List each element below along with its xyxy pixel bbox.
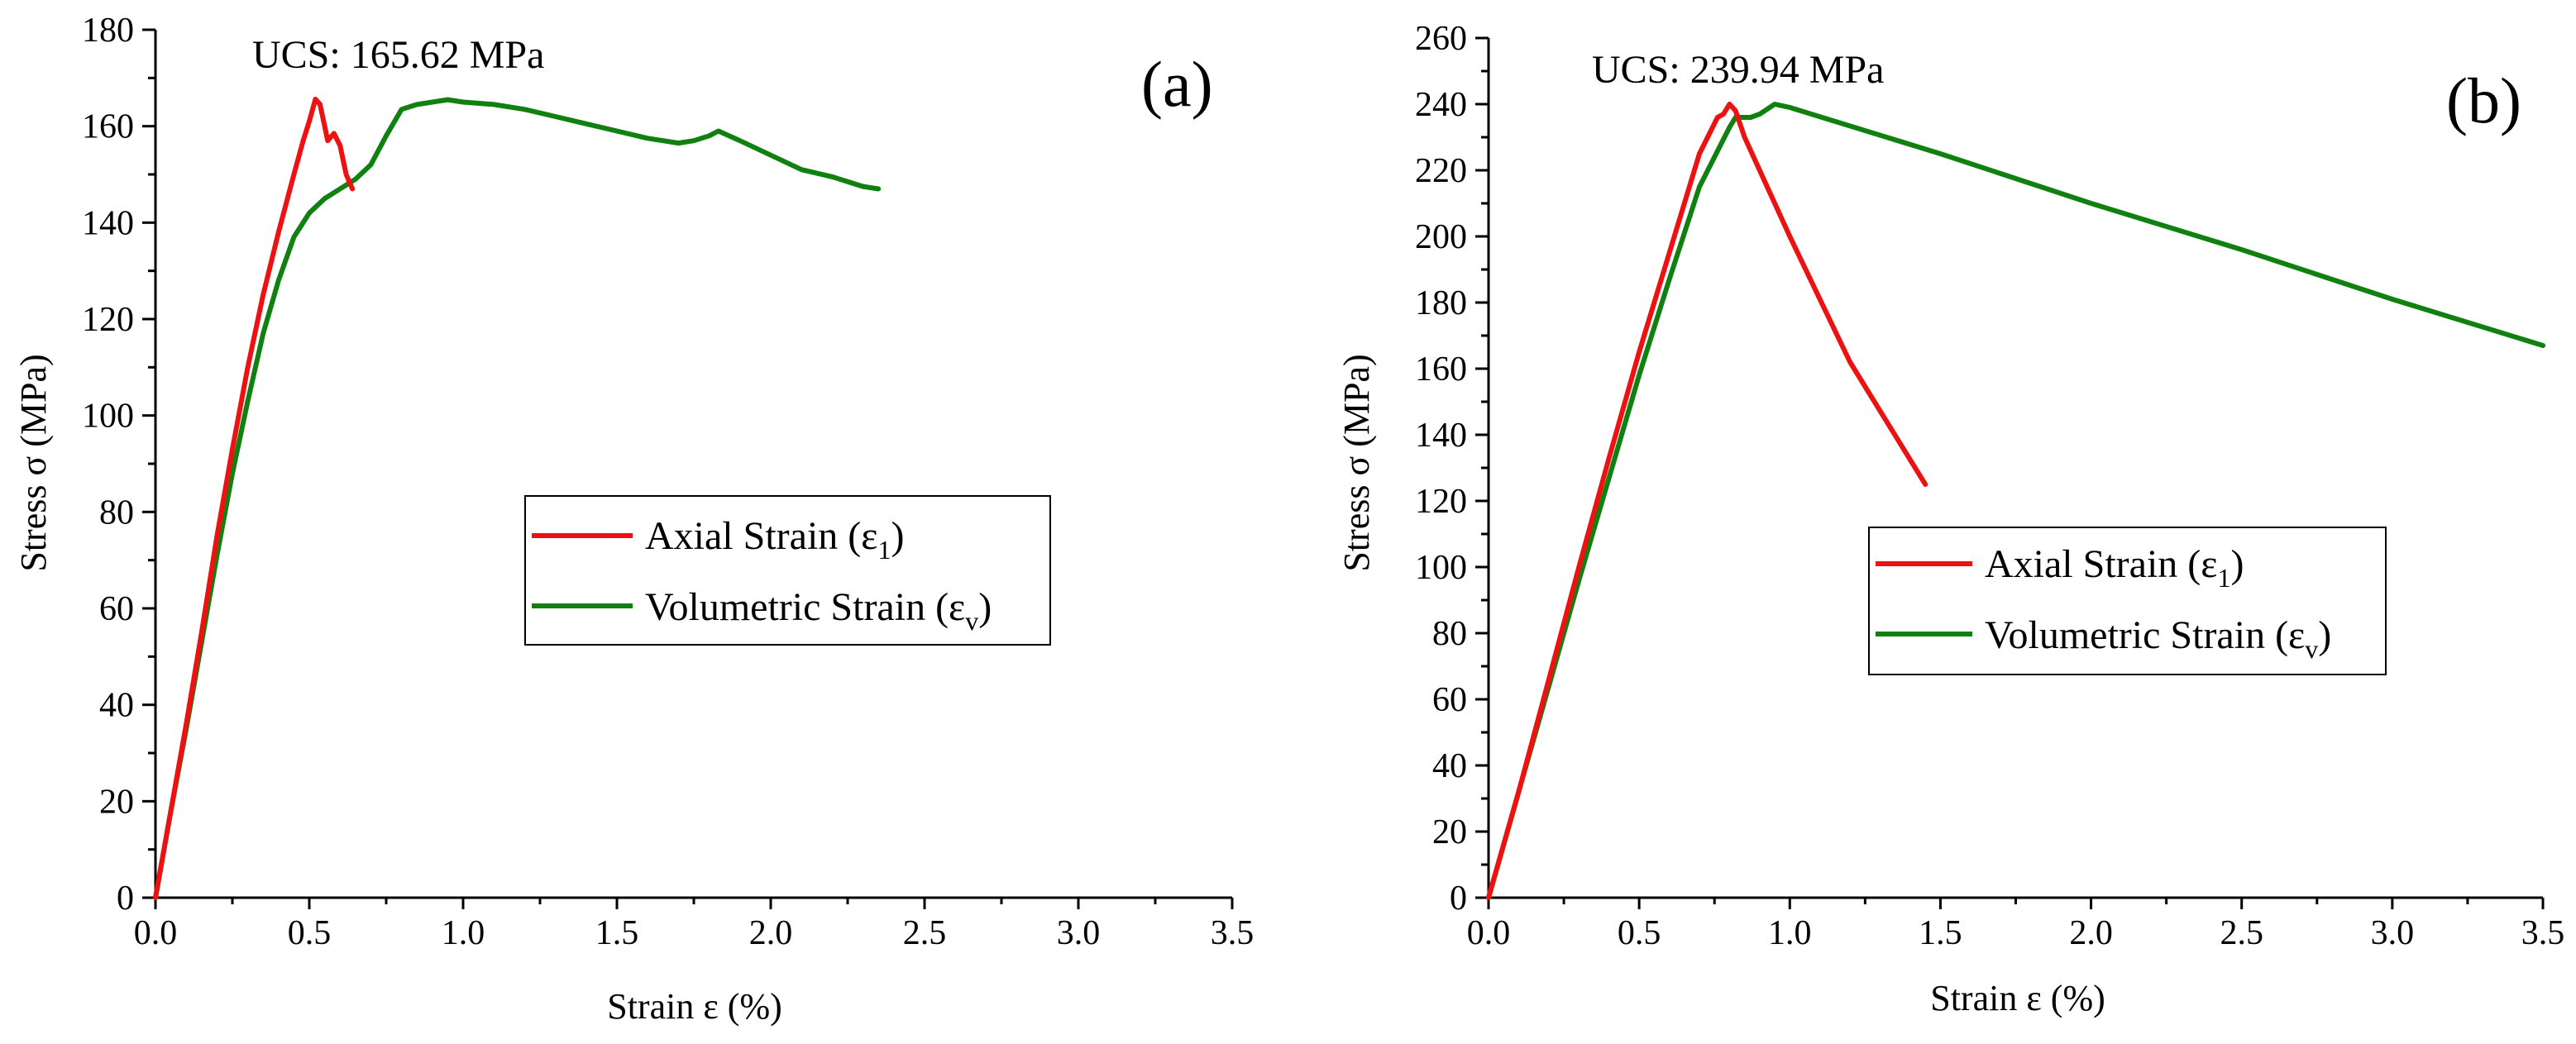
y-tick-label-b: 80 — [1432, 615, 1467, 653]
x-tick-label-a: 2.5 — [903, 914, 947, 952]
legend-box-a — [524, 495, 1051, 646]
axial-strain-line-a — [153, 97, 356, 900]
x-tick-label-a: 1.0 — [442, 914, 485, 952]
y-tick-label-a: 160 — [82, 108, 134, 146]
ucs-annotation-a: UCS: 165.62 MPa — [252, 33, 544, 77]
y-tick-label-b: 260 — [1415, 20, 1467, 58]
y-tick-label-a: 0 — [117, 880, 134, 918]
panel-label-a: (a) — [1141, 48, 1213, 120]
y-axis-title-a: Stress σ (MPa) — [13, 354, 54, 571]
series-b — [1486, 102, 2545, 900]
x-tick-label-b: 1.5 — [1919, 914, 1962, 952]
x-tick-label-b: 2.5 — [2220, 914, 2263, 952]
x-axis-title-a: Strain ε (%) — [607, 986, 782, 1027]
y-tick-label-b: 40 — [1432, 747, 1467, 785]
y-tick-label-b: 140 — [1415, 417, 1467, 455]
y-tick-label-b: 0 — [1450, 880, 1467, 918]
y-tick-label-b: 220 — [1415, 152, 1467, 190]
x-tick-label-b: 2.0 — [2069, 914, 2113, 952]
legend-label-axial-a: Axial Strain (ε1) — [645, 514, 904, 565]
x-tick-label-b: 3.5 — [2521, 914, 2565, 952]
y-tick-label-a: 180 — [82, 12, 134, 50]
x-tick-label-b: 0.0 — [1467, 914, 1511, 952]
x-axis-title-b: Strain ε (%) — [1930, 978, 2105, 1018]
x-tick-label-a: 0.0 — [134, 914, 178, 952]
panel-label-b: (b) — [2446, 64, 2521, 136]
y-tick-label-b: 100 — [1415, 549, 1467, 587]
x-tick-label-b: 0.5 — [1618, 914, 1661, 952]
y-tick-label-a: 140 — [82, 204, 134, 242]
legend-a: Axial Strain (ε1) Volumetric Strain (εv) — [524, 495, 1051, 646]
chart-panel-a: 0.0 0.5 1.0 1.5 2.0 2.5 3.0 3.5 0 20 40 60 80 100 120 1… — [13, 12, 1254, 1027]
legend-b: Axial Strain (ε1) Volumetric Strain (εv) — [1868, 527, 2387, 675]
x-tick-label-a: 0.5 — [288, 914, 332, 952]
y-tick-label-b: 200 — [1415, 218, 1467, 256]
y-tick-label-b: 20 — [1432, 813, 1467, 851]
legend-label-volumetric-a: Volumetric Strain (εv) — [645, 585, 992, 636]
x-tick-label-a: 2.0 — [749, 914, 793, 952]
ucs-annotation-b: UCS: 239.94 MPa — [1592, 48, 1884, 92]
series-a — [153, 97, 882, 900]
x-tick-label-a: 1.5 — [595, 914, 639, 952]
y-tick-label-b: 120 — [1415, 483, 1467, 521]
y-tick-label-a: 20 — [99, 783, 134, 821]
y-tick-label-a: 80 — [99, 493, 134, 532]
y-tick-label-a: 40 — [99, 687, 134, 725]
x-tick-label-a: 3.5 — [1211, 914, 1255, 952]
axes-a: 0.0 0.5 1.0 1.5 2.0 2.5 3.0 3.5 0 20 40 60 80 100 120 1… — [82, 12, 1254, 952]
y-tick-label-a: 100 — [82, 398, 134, 436]
y-tick-label-b: 240 — [1415, 86, 1467, 124]
x-tick-label-b: 3.0 — [2371, 914, 2415, 952]
legend-label-axial-b: Axial Strain (ε1) — [1985, 542, 2244, 593]
x-tick-label-a: 3.0 — [1057, 914, 1101, 952]
axes-b: 0.0 0.5 1.0 1.5 2.0 2.5 3.0 3.5 0 20 40 60 80 100 120 1… — [1415, 20, 2564, 952]
y-tick-label-a: 60 — [99, 590, 134, 628]
volumetric-strain-line-b — [1486, 102, 2545, 900]
chart-panel-b: 0.0 0.5 1.0 1.5 2.0 2.5 3.0 3.5 0 20 40 60 80 100 120 1… — [1336, 20, 2564, 1018]
y-axis-title-b: Stress σ (MPa) — [1336, 354, 1377, 571]
y-tick-label-a: 120 — [82, 301, 134, 339]
legend-label-volumetric-b: Volumetric Strain (εv) — [1985, 613, 2331, 664]
x-tick-label-b: 1.0 — [1768, 914, 1812, 952]
y-tick-label-b: 160 — [1415, 350, 1467, 389]
axial-strain-line-b — [1486, 102, 1928, 900]
legend-box-b — [1868, 527, 2387, 675]
y-tick-label-b: 180 — [1415, 284, 1467, 322]
y-tick-label-b: 60 — [1432, 681, 1467, 719]
volumetric-strain-line-a — [153, 97, 882, 900]
